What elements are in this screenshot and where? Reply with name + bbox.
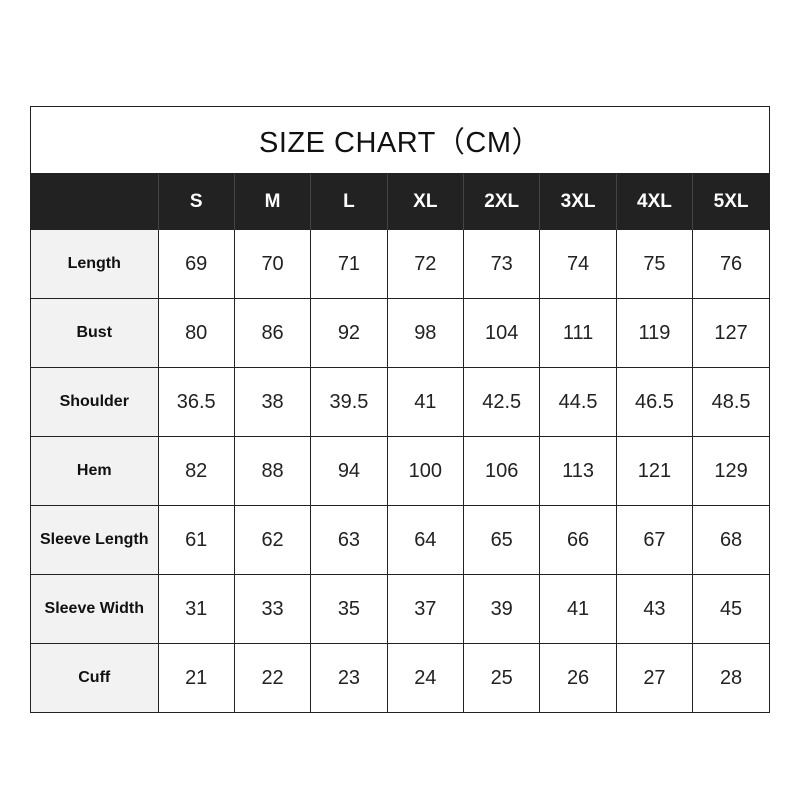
measurement-cell: 67 (615, 505, 694, 575)
measurement-cell: 100 (386, 436, 465, 506)
measurement-cell: 28 (692, 643, 769, 712)
measurement-cell: 46.5 (615, 367, 694, 437)
measurement-cell: 88 (233, 436, 312, 506)
measurement-cell: 21 (157, 643, 235, 712)
measurement-cell: 44.5 (539, 367, 617, 437)
measurement-cell: 62 (233, 505, 312, 575)
measurement-cell: 98 (386, 298, 465, 368)
measurement-cell: 69 (157, 229, 235, 299)
measurement-cell: 127 (692, 298, 769, 368)
table-row: Shoulder 36.5 38 39.5 41 42.5 44.5 46.5 48.5 (31, 367, 769, 437)
corner-cell (31, 174, 158, 230)
measurement-cell: 41 (386, 367, 465, 437)
size-header-xl: XL (386, 174, 464, 230)
measurement-cell: 66 (539, 505, 617, 575)
measurement-cell: 42.5 (462, 367, 541, 437)
measurement-cell: 27 (615, 643, 694, 712)
size-header-5xl: 5XL (692, 174, 769, 230)
row-label: Shoulder (31, 367, 159, 437)
measurement-cell: 129 (692, 436, 769, 506)
size-header-2xl: 2XL (462, 174, 540, 230)
measurement-cell: 94 (310, 436, 388, 506)
size-header-4xl: 4XL (615, 174, 693, 230)
table-row: Sleeve Length 61 62 63 64 65 66 67 68 (31, 505, 769, 575)
measurement-cell: 92 (310, 298, 388, 368)
table-row: Sleeve Width 31 33 35 37 39 41 43 45 (31, 574, 769, 644)
measurement-cell: 76 (692, 229, 769, 299)
measurement-cell: 23 (310, 643, 388, 712)
row-label: Cuff (31, 643, 159, 712)
table-row: Length 69 70 71 72 73 74 75 76 (31, 229, 769, 299)
measurement-cell: 113 (539, 436, 617, 506)
measurement-cell: 111 (539, 298, 617, 368)
measurement-cell: 63 (310, 505, 388, 575)
measurement-cell: 41 (539, 574, 617, 644)
measurement-cell: 33 (233, 574, 312, 644)
measurement-cell: 68 (692, 505, 769, 575)
measurement-cell: 22 (233, 643, 312, 712)
measurement-cell: 35 (310, 574, 388, 644)
measurement-cell: 119 (615, 298, 694, 368)
measurement-cell: 64 (386, 505, 465, 575)
measurement-cell: 31 (157, 574, 235, 644)
measurement-cell: 80 (157, 298, 235, 368)
size-chart: SIZE CHART（CM） S M L XL 2XL 3XL 4XL 5XL Length 6… (30, 106, 770, 713)
measurement-cell: 43 (615, 574, 694, 644)
measurement-cell: 65 (462, 505, 541, 575)
row-label: Sleeve Length (31, 505, 159, 575)
row-label: Sleeve Width (31, 574, 159, 644)
measurement-cell: 37 (386, 574, 465, 644)
measurement-cell: 75 (615, 229, 694, 299)
measurement-cell: 24 (386, 643, 465, 712)
measurement-cell: 48.5 (692, 367, 769, 437)
size-header-3xl: 3XL (539, 174, 617, 230)
size-header-l: L (310, 174, 388, 230)
measurement-cell: 71 (310, 229, 388, 299)
measurement-cell: 39.5 (310, 367, 388, 437)
table-row: Cuff 21 22 23 24 25 26 27 28 (31, 643, 769, 712)
measurement-cell: 26 (539, 643, 617, 712)
table-row: Hem 82 88 94 100 106 113 121 129 (31, 436, 769, 506)
measurement-cell: 82 (157, 436, 235, 506)
measurement-cell: 104 (462, 298, 541, 368)
measurement-cell: 74 (539, 229, 617, 299)
measurement-cell: 36.5 (157, 367, 235, 437)
size-header-s: S (157, 174, 235, 230)
table-row: Bust 80 86 92 98 104 111 119 127 (31, 298, 769, 368)
row-label: Bust (31, 298, 159, 368)
measurement-cell: 121 (615, 436, 694, 506)
size-table: S M L XL 2XL 3XL 4XL 5XL Length 69 70 71 72 73 74 75 76… (31, 174, 769, 712)
size-header-m: M (233, 174, 311, 230)
header-row: S M L XL 2XL 3XL 4XL 5XL (31, 174, 769, 230)
measurement-cell: 73 (462, 229, 541, 299)
measurement-cell: 86 (233, 298, 312, 368)
measurement-cell: 106 (462, 436, 541, 506)
row-label: Length (31, 229, 159, 299)
measurement-cell: 70 (233, 229, 312, 299)
row-label: Hem (31, 436, 159, 506)
measurement-cell: 45 (692, 574, 769, 644)
measurement-cell: 38 (233, 367, 312, 437)
measurement-cell: 39 (462, 574, 541, 644)
measurement-cell: 72 (386, 229, 465, 299)
measurement-cell: 25 (462, 643, 541, 712)
chart-title: SIZE CHART（CM） (31, 107, 769, 174)
measurement-cell: 61 (157, 505, 235, 575)
